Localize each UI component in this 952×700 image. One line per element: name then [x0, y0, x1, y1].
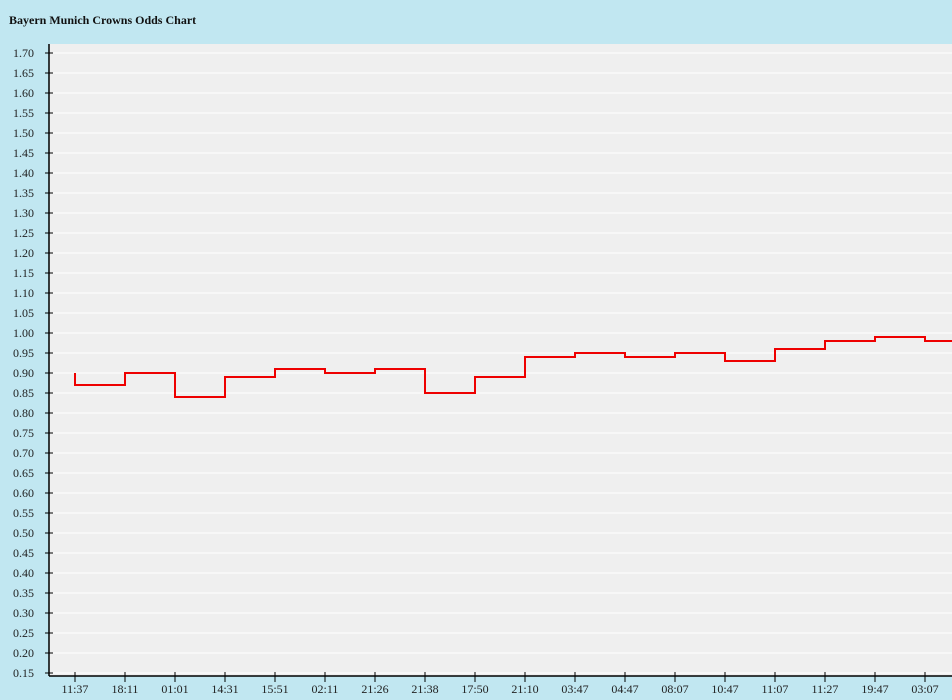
y-tick-label: 1.55	[13, 106, 34, 120]
y-tick-label: 0.70	[13, 446, 34, 460]
x-tick-label: 21:10	[511, 682, 538, 696]
x-tick-label: 14:31	[211, 682, 238, 696]
plot-area	[49, 44, 952, 676]
y-tick-label: 1.50	[13, 126, 34, 140]
y-tick-label: 1.65	[13, 66, 34, 80]
chart-title: Bayern Munich Crowns Odds Chart	[9, 13, 197, 27]
y-tick-label: 0.60	[13, 486, 34, 500]
y-tick-label: 0.35	[13, 586, 34, 600]
y-tick-label: 1.35	[13, 186, 34, 200]
x-tick-label: 15:51	[261, 682, 288, 696]
odds-series-line	[74, 336, 952, 398]
y-tick-label: 1.40	[13, 166, 34, 180]
y-tick-label: 0.95	[13, 346, 34, 360]
x-tick-label: 21:38	[411, 682, 438, 696]
y-tick-label: 1.70	[13, 46, 34, 60]
y-tick-label: 0.80	[13, 406, 34, 420]
x-tick-label: 10:47	[711, 682, 738, 696]
x-tick-label: 17:50	[461, 682, 488, 696]
y-tick-label: 1.20	[13, 246, 34, 260]
x-tick-label: 08:07	[661, 682, 688, 696]
y-tick-label: 0.25	[13, 626, 34, 640]
y-tick-label: 1.15	[13, 266, 34, 280]
y-tick-label: 0.55	[13, 506, 34, 520]
y-tick-label: 1.05	[13, 306, 34, 320]
y-tick-label: 1.30	[13, 206, 34, 220]
y-tick-label: 0.45	[13, 546, 34, 560]
y-tick-label: 1.60	[13, 86, 34, 100]
y-tick-label: 0.85	[13, 386, 34, 400]
y-tick-label: 1.10	[13, 286, 34, 300]
y-tick-label: 0.50	[13, 526, 34, 540]
x-tick-label: 21:26	[361, 682, 388, 696]
y-tick-label: 0.75	[13, 426, 34, 440]
x-tick-label: 19:47	[861, 682, 888, 696]
y-tick-label: 1.45	[13, 146, 34, 160]
y-tick-label: 1.25	[13, 226, 34, 240]
x-tick-label: 11:27	[812, 682, 839, 696]
y-tick-label: 0.40	[13, 566, 34, 580]
x-tick-label: 18:11	[112, 682, 139, 696]
x-tick-label: 11:07	[762, 682, 789, 696]
y-tick-label: 0.30	[13, 606, 34, 620]
x-tick-label: 04:47	[611, 682, 638, 696]
y-tick-label: 0.20	[13, 646, 34, 660]
x-tick-label: 02:11	[312, 682, 339, 696]
x-tick-label: 01:01	[161, 682, 188, 696]
y-tick-label: 0.90	[13, 366, 34, 380]
x-tick-label: 03:47	[561, 682, 588, 696]
y-tick-label: 1.00	[13, 326, 34, 340]
x-tick-label: 11:37	[62, 682, 89, 696]
y-tick-label: 0.65	[13, 466, 34, 480]
x-tick-label: 03:07	[911, 682, 938, 696]
y-tick-label: 0.15	[13, 666, 34, 680]
